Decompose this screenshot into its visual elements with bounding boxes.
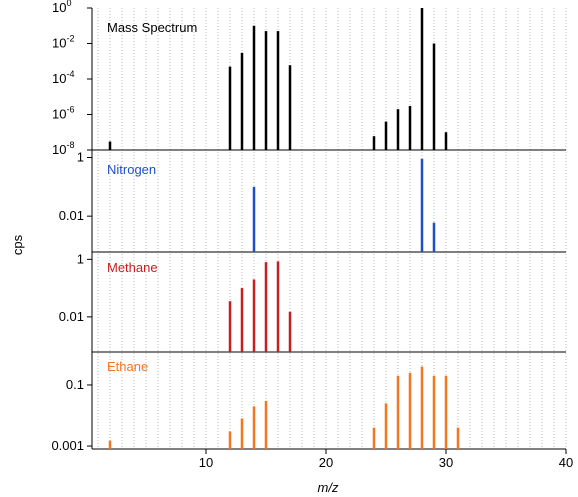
- panel-ethane: 0.1 0.001 Ethane: [51, 352, 566, 453]
- bar-mz-2: [108, 440, 112, 449]
- bar-mz-24: [372, 136, 376, 150]
- bar-mz-28: [420, 8, 424, 150]
- bar-mz-31: [456, 427, 460, 449]
- bar-mz-16: [276, 31, 280, 150]
- bar-mz-14: [252, 279, 256, 352]
- bar-mz-2: [108, 141, 112, 150]
- bar-mz-14: [252, 25, 256, 150]
- panel-nitrogen: 1 0.01 Nitrogen: [59, 149, 566, 253]
- bar-mz-26: [396, 375, 400, 449]
- panel-title: Mass Spectrum: [107, 20, 197, 35]
- y-tick-label: 0.1: [66, 377, 84, 392]
- y-tick-exponent: -6: [66, 105, 74, 115]
- bar-mz-28: [420, 158, 424, 252]
- panel-title: Nitrogen: [107, 162, 156, 177]
- y-tick-label: 10-2: [52, 34, 74, 51]
- x-axis: 10 20 30 40: [199, 449, 573, 470]
- x-tick-label: 10: [199, 455, 213, 470]
- bar-mz-29: [432, 222, 436, 252]
- vertical-gridlines: [97, 8, 567, 449]
- panel-title: Ethane: [107, 359, 148, 374]
- y-tick-label: 1: [77, 251, 84, 266]
- bar-mz-12: [228, 66, 232, 150]
- y-tick-exponent: -8: [66, 140, 74, 150]
- bar-mz-15: [264, 262, 268, 352]
- y-axis-label: cps: [10, 234, 25, 255]
- bar-mz-25: [384, 403, 388, 449]
- panel-title: Methane: [107, 260, 158, 275]
- y-tick-label: 0.01: [59, 309, 84, 324]
- bar-mz-13: [240, 288, 244, 352]
- y-tick-label: 0.01: [59, 208, 84, 223]
- y-tick-label: 0.001: [51, 438, 84, 453]
- bar-mz-14: [252, 406, 256, 449]
- bar-mz-12: [228, 301, 232, 352]
- y-tick-label: 1: [77, 149, 84, 164]
- bar-mz-15: [264, 31, 268, 150]
- y-tick-label: 10-6: [52, 105, 74, 122]
- bar-mz-16: [276, 261, 280, 352]
- y-tick-label: 10-4: [52, 69, 74, 86]
- y-tick-label: 10-8: [52, 140, 74, 157]
- bar-mz-26: [396, 109, 400, 150]
- y-tick-exponent: -2: [66, 34, 74, 44]
- bar-mz-15: [264, 400, 268, 449]
- bar-mz-30: [444, 132, 448, 150]
- bar-mz-25: [384, 121, 388, 150]
- bar-mz-17: [288, 311, 292, 352]
- panel-mass-spectrum: 100 10-2 10-4 10-6 10-8 Mass Spectrum: [52, 0, 566, 157]
- bar-mz-14: [252, 186, 256, 252]
- y-tick-label: 100: [52, 0, 71, 15]
- x-tick-label: 40: [559, 455, 573, 470]
- bar-mz-30: [444, 375, 448, 449]
- x-axis-label: m/z: [318, 480, 339, 495]
- y-tick-exponent: 0: [66, 0, 71, 8]
- bar-mz-29: [432, 43, 436, 150]
- bar-mz-13: [240, 52, 244, 150]
- bar-mz-28: [420, 366, 424, 449]
- x-tick-label: 30: [439, 455, 453, 470]
- bar-mz-13: [240, 418, 244, 449]
- bar-mz-27: [408, 106, 412, 150]
- bar-mz-24: [372, 427, 376, 449]
- bar-mz-29: [432, 375, 436, 449]
- y-tick-exponent: -4: [66, 69, 74, 79]
- bar-mz-12: [228, 431, 232, 449]
- bar-mz-17: [288, 65, 292, 150]
- x-tick-label: 20: [319, 455, 333, 470]
- panel-methane: 1 0.01 Methane: [59, 251, 566, 353]
- bar-mz-27: [408, 372, 412, 449]
